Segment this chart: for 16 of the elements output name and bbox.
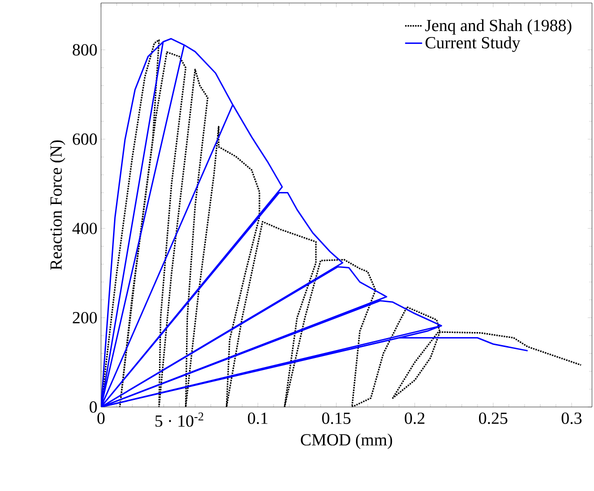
x-tick-label: 0: [97, 412, 105, 424]
legend-label: Jenq and Shah (1988): [425, 19, 572, 35]
x-tick-label: 0.25: [479, 412, 508, 424]
x-axis-title: CMOD (mm): [300, 434, 392, 449]
x-tick-label: 0.1: [248, 412, 268, 424]
y-tick-label: 600: [72, 133, 97, 145]
x-tick-label: 0.3: [562, 412, 582, 424]
y-tick-label: 0: [90, 401, 97, 413]
y-tick-label: 400: [72, 222, 97, 234]
y-axis-title: Reaction Force (N): [50, 140, 66, 270]
y-tick-label: 800: [72, 44, 97, 56]
x-tick-label: 5 · 10$^{-2}$: [155, 412, 204, 427]
legend-label: Current Study: [426, 36, 520, 52]
x-tick-label: 0.15: [322, 412, 350, 424]
x-tick-label: 0.2: [404, 412, 424, 424]
y-tick-label: 200: [72, 312, 97, 324]
